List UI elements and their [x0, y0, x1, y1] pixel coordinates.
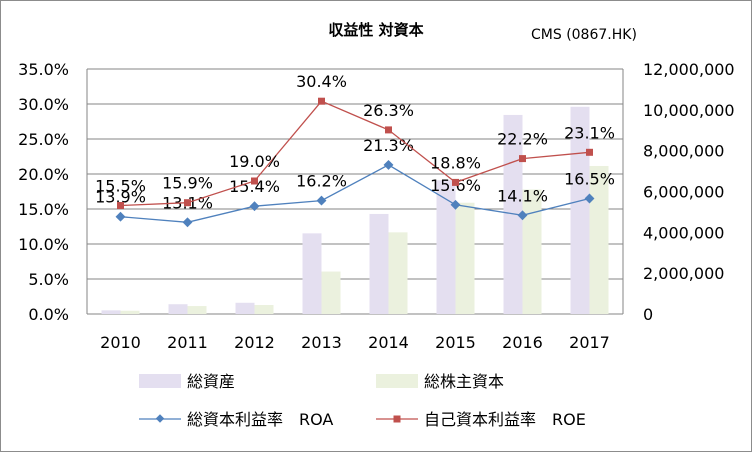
roa-marker — [450, 199, 461, 210]
roa-data-label: 15.4% — [229, 177, 280, 196]
bar-total-equity — [522, 189, 542, 314]
roe-marker — [519, 155, 526, 163]
y-right-tick-label: 4,000,000 — [643, 223, 724, 242]
roe-marker — [184, 199, 191, 207]
legend-swatch — [376, 374, 418, 388]
y-right-tick-label: 12,000,000 — [643, 60, 735, 79]
roe-data-label: 15.5% — [95, 177, 146, 196]
bar-total-equity — [120, 310, 140, 314]
y-left-tick-label: 15.0% — [18, 200, 69, 219]
bar-total-assets — [369, 213, 389, 314]
roe-marker — [251, 177, 258, 185]
x-tick-label: 2015 — [435, 333, 476, 352]
bar-total-equity — [455, 202, 475, 314]
bar-total-equity — [589, 165, 609, 314]
x-tick-label: 2010 — [100, 333, 141, 352]
y-right-tick-label: 8,000,000 — [643, 142, 724, 161]
y-left-tick-label: 25.0% — [18, 130, 69, 149]
x-tick-label: 2016 — [502, 333, 543, 352]
roa-data-label: 14.1% — [497, 186, 548, 205]
bar-total-assets — [168, 304, 188, 314]
roa-marker — [115, 211, 126, 222]
roa-marker — [249, 201, 260, 212]
bar-total-assets — [436, 180, 456, 314]
roa-data-label: 16.5% — [564, 170, 615, 189]
roa-marker — [182, 217, 193, 228]
bar-total-equity — [388, 232, 408, 314]
roe-data-label: 30.4% — [296, 72, 347, 91]
y-left-tick-label: 5.0% — [28, 270, 69, 289]
y-right-tick-label: 2,000,000 — [643, 264, 724, 283]
roa-marker — [383, 159, 394, 170]
y-right-tick-label: 0 — [643, 305, 653, 324]
roe-marker — [117, 202, 124, 209]
roe-data-label: 22.2% — [497, 130, 548, 149]
roa-marker — [316, 195, 327, 206]
bar-total-assets — [302, 233, 322, 314]
roe-data-label: 23.1% — [564, 123, 615, 142]
legend-label: 総資本利益率 ROA — [187, 410, 333, 429]
roa-data-label: 21.3% — [363, 136, 414, 155]
y-right-tick-label: 6,000,000 — [643, 183, 724, 202]
x-tick-label: 2011 — [167, 333, 208, 352]
bar-total-equity — [254, 305, 274, 314]
legend-label: 総資産 — [187, 372, 235, 391]
x-tick-label: 2012 — [234, 333, 275, 352]
roe-data-label: 15.9% — [162, 174, 213, 193]
x-tick-label: 2017 — [569, 333, 610, 352]
y-left-tick-label: 35.0% — [18, 60, 69, 79]
x-tick-label: 2013 — [301, 333, 342, 352]
legend-marker — [155, 414, 165, 423]
roa-marker — [517, 210, 528, 221]
legend-label: 自己資本利益率 ROE — [424, 410, 586, 429]
roa-data-label: 16.2% — [296, 172, 347, 191]
x-tick-label: 2014 — [368, 333, 409, 352]
roa-line — [120, 164, 590, 223]
roe-data-label: 18.8% — [430, 153, 481, 172]
chart-subtitle: CMS (0867.HK) — [531, 27, 637, 43]
roe-data-label: 19.0% — [229, 152, 280, 171]
roa-marker — [584, 193, 595, 204]
legend-marker — [393, 415, 401, 423]
roe-marker — [318, 97, 325, 105]
bar-total-assets — [570, 106, 590, 314]
chart-title: 収益性 対資本 — [328, 21, 423, 39]
bar-total-equity — [321, 271, 341, 314]
roe-marker — [452, 178, 459, 186]
roe-line — [120, 100, 590, 207]
bar-total-assets — [235, 302, 255, 314]
y-left-tick-label: 10.0% — [18, 235, 69, 254]
roe-marker — [385, 126, 392, 134]
y-left-tick-label: 0.0% — [28, 305, 69, 324]
roe-data-label: 26.3% — [363, 101, 414, 120]
bar-total-assets — [101, 310, 121, 314]
roe-marker — [586, 148, 593, 156]
y-right-tick-label: 10,000,000 — [643, 101, 735, 120]
y-left-tick-label: 30.0% — [18, 95, 69, 114]
legend-label: 総株主資本 — [424, 372, 504, 391]
bar-total-equity — [187, 306, 207, 314]
roa-data-label: 13.9% — [95, 188, 146, 207]
legend-swatch — [139, 374, 181, 388]
y-left-tick-label: 20.0% — [18, 165, 69, 184]
